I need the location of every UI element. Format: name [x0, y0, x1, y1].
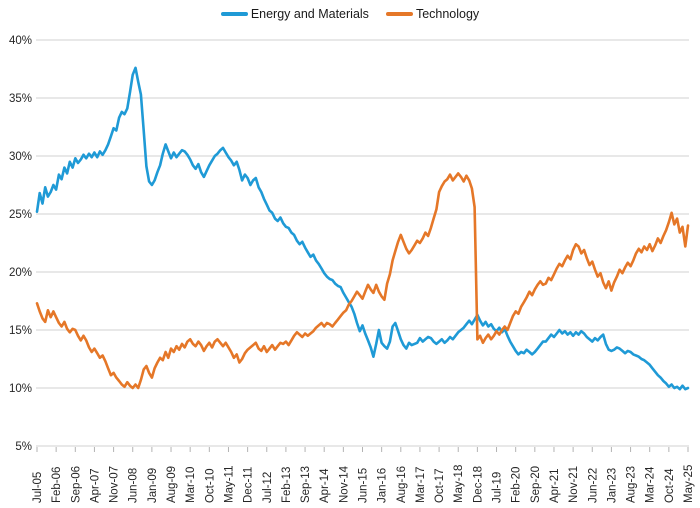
x-tick-label: Jul-19: [492, 472, 504, 503]
x-tick-label: Mar-24: [645, 466, 657, 503]
x-tick-label: Feb-20: [511, 467, 523, 503]
x-tick-label: Mar-17: [415, 467, 427, 503]
legend-label-technology: Technology: [415, 7, 480, 21]
x-tick-label: May-11: [223, 466, 235, 504]
x-tick-label: Apr-07: [89, 468, 101, 503]
y-tick-label: 35%: [9, 93, 32, 105]
x-tick-label: Dec-11: [243, 467, 255, 503]
x-tick-label: Jun-08: [128, 468, 140, 503]
x-tick-label: Jan-16: [377, 468, 389, 503]
legend-swatch-technology-icon: [385, 12, 413, 16]
x-tick-label: Oct-10: [204, 468, 216, 503]
y-tick-label: 25%: [9, 209, 32, 221]
x-tick-label: Sep-06: [70, 466, 82, 503]
legend: Energy and Materials Technology: [0, 7, 700, 21]
x-tick-label: Aug-23: [626, 466, 638, 503]
y-tick-label: 30%: [9, 151, 32, 163]
legend-swatch-energy-materials-icon: [220, 12, 248, 16]
y-tick-label: 10%: [9, 383, 32, 395]
x-tick-label: Aug-09: [166, 466, 178, 503]
x-tick-label: Feb-13: [281, 467, 293, 503]
series-line-technology: [35, 172, 690, 390]
x-tick-label: Sep-13: [300, 466, 312, 503]
x-tick-label: May-18: [453, 465, 465, 503]
x-tick-label: Jun-15: [358, 468, 370, 503]
series-line-energy-and-materials: [35, 66, 690, 391]
x-tick-label: Nov-07: [109, 466, 121, 503]
y-tick-label: 40%: [9, 35, 32, 47]
x-tick-label: Oct-24: [664, 468, 676, 503]
legend-item-energy-materials: Energy and Materials: [220, 7, 369, 21]
x-tick-label: May-25: [683, 465, 695, 503]
x-tick-label: Jul-05: [32, 472, 44, 503]
x-tick-label: Apr-21: [549, 468, 561, 503]
legend-label-energy-materials: Energy and Materials: [250, 7, 369, 21]
legend-item-technology: Technology: [385, 7, 480, 21]
x-tick-label: Feb-06: [51, 467, 63, 503]
x-tick-label: Dec-18: [472, 466, 484, 503]
x-tick-label: Sep-20: [530, 466, 542, 503]
x-tick-label: Jul-12: [262, 472, 274, 503]
x-tick-label: Jun-22: [587, 468, 599, 503]
x-tick-label: Mar-10: [185, 467, 197, 503]
y-tick-label: 15%: [9, 325, 32, 337]
x-tick-label: Nov-21: [568, 466, 580, 503]
x-tick-label: Jan-09: [147, 468, 159, 503]
x-tick-label: Oct-17: [434, 468, 446, 503]
y-tick-label: 20%: [9, 267, 32, 279]
x-tick-label: Apr-14: [319, 468, 331, 503]
y-tick-label: 5%: [15, 441, 32, 453]
x-tick-label: Nov-14: [338, 465, 350, 503]
x-tick-label: Jan-23: [606, 468, 618, 503]
x-tick-label: Aug-16: [396, 466, 408, 503]
